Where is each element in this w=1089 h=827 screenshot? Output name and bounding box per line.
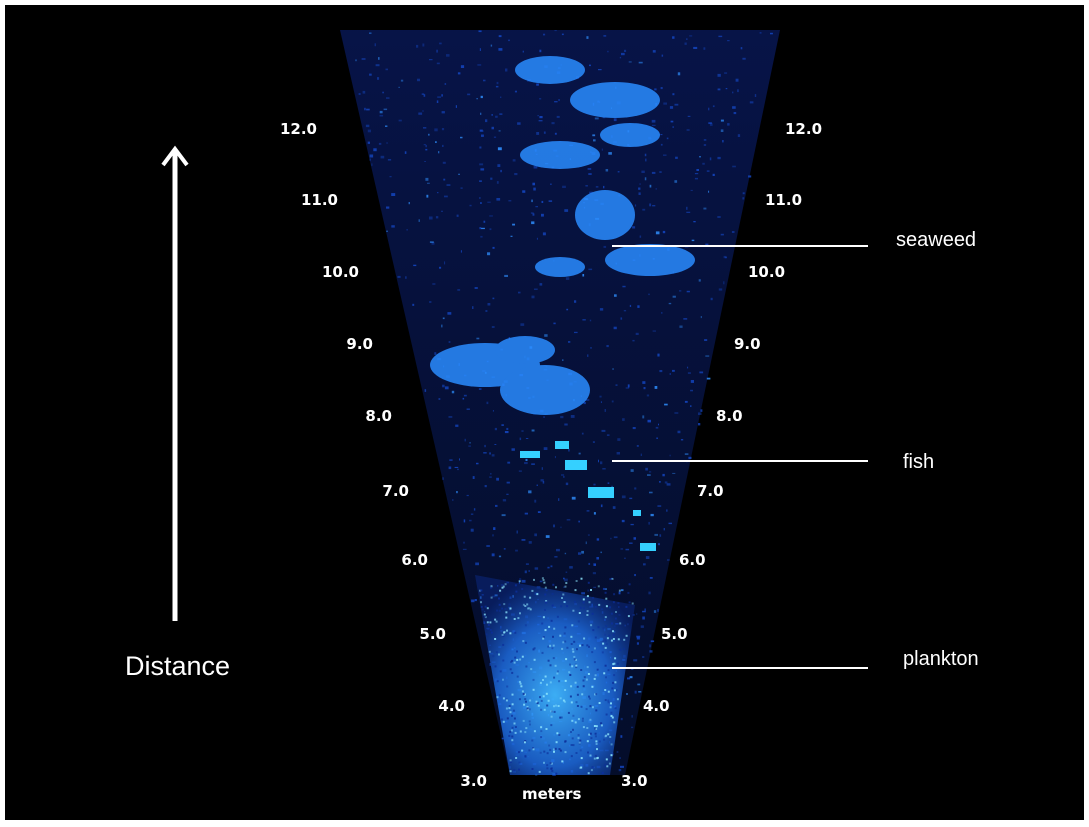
range-tick-right: 5.0 (661, 625, 688, 643)
range-tick-left: 6.0 (401, 551, 428, 569)
range-tick-right: 10.0 (748, 263, 786, 281)
up-arrow-icon (161, 145, 189, 621)
plankton-speckle (479, 577, 634, 775)
unit-label: meters (522, 785, 582, 803)
range-tick-right: 3.0 (621, 772, 648, 790)
range-tick-left: 10.0 (321, 263, 359, 281)
range-tick-right: 12.0 (785, 120, 823, 138)
range-tick-left: 5.0 (419, 625, 446, 643)
sonar-echogram (340, 30, 780, 776)
range-tick-right: 11.0 (765, 191, 803, 209)
fish-callout-line (612, 460, 868, 462)
range-tick-right: 8.0 (716, 407, 743, 425)
distance-axis-label: Distance (125, 651, 231, 681)
seaweed-echo-region (430, 56, 695, 415)
range-tick-left: 11.0 (300, 191, 338, 209)
range-tick-left: 9.0 (346, 335, 373, 353)
seaweed-callout-line (612, 245, 868, 247)
range-tick-left: 8.0 (365, 407, 392, 425)
fish-label: fish (903, 451, 935, 473)
range-tick-right: 4.0 (643, 697, 670, 715)
range-tick-right: 7.0 (697, 482, 724, 500)
range-tick-left: 4.0 (438, 697, 465, 715)
sonar-image-frame: 12.0 11.0 10.0 9.0 8.0 7.0 6.0 5.0 4.0 3… (5, 5, 1084, 820)
range-tick-left: 7.0 (382, 482, 409, 500)
fish-echo-targets (520, 441, 656, 551)
range-tick-left: 12.0 (279, 120, 317, 138)
plankton-label: plankton (903, 648, 979, 670)
plankton-callout-line (612, 667, 868, 669)
range-tick-right: 6.0 (679, 551, 706, 569)
range-tick-left: 3.0 (460, 772, 487, 790)
seaweed-label: seaweed (896, 229, 977, 251)
range-tick-right: 9.0 (734, 335, 761, 353)
